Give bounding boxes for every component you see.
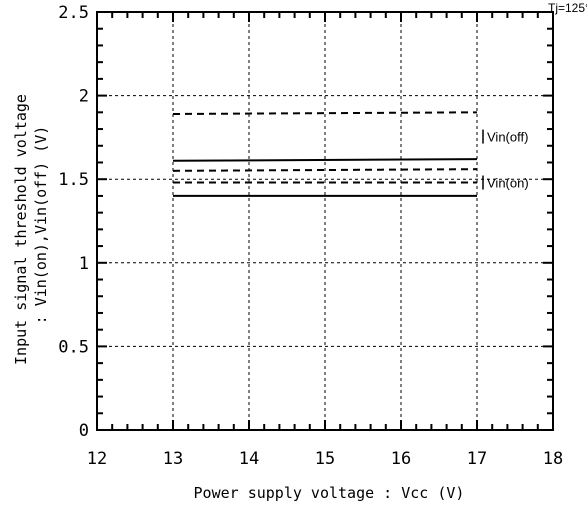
y-axis-label: Input signal threshold voltage : Vin(on)…: [12, 85, 50, 365]
y-tick-label: 0: [79, 421, 89, 441]
x-tick-label: 14: [239, 449, 259, 469]
x-tick-label: 13: [163, 449, 183, 469]
series-line-vin-on: [172, 168, 478, 172]
y-tick-label: 1.5: [58, 170, 89, 190]
annotations: Vin(off) Vin(on): [482, 129, 554, 191]
corner-note: Tj=125°C: [548, 1, 587, 15]
x-tick-label: 18: [543, 449, 563, 469]
annotation-label: Vin(off): [487, 130, 528, 145]
data-series: [172, 111, 478, 197]
y-tick-label: 1: [79, 254, 89, 274]
annotation-label: Vin(on): [487, 176, 529, 191]
x-tick-label: 17: [467, 449, 487, 469]
y-tick-label: 0.5: [58, 337, 89, 357]
y-axis-label-line-1: Input signal threshold voltage: [12, 94, 30, 365]
x-tick-label: 12: [87, 449, 107, 469]
grid: [97, 12, 553, 430]
x-tick-label: 15: [315, 449, 335, 469]
y-tick-label: 2: [79, 87, 89, 107]
y-tick-label: 2.5: [58, 3, 89, 23]
y-axis-label-line-2: : Vin(on),Vin(off) (V): [32, 126, 50, 325]
series-line-vin-off: [172, 158, 478, 162]
x-axis-label: Power supply voltage : Vcc (V): [194, 484, 465, 502]
x-tick-label: 16: [391, 449, 411, 469]
axis-ticks: 12 13 14 15 16 17 18 0 0.5 1 1.5 2 2.5: [58, 3, 563, 469]
series-line-vin-off: [172, 111, 478, 115]
